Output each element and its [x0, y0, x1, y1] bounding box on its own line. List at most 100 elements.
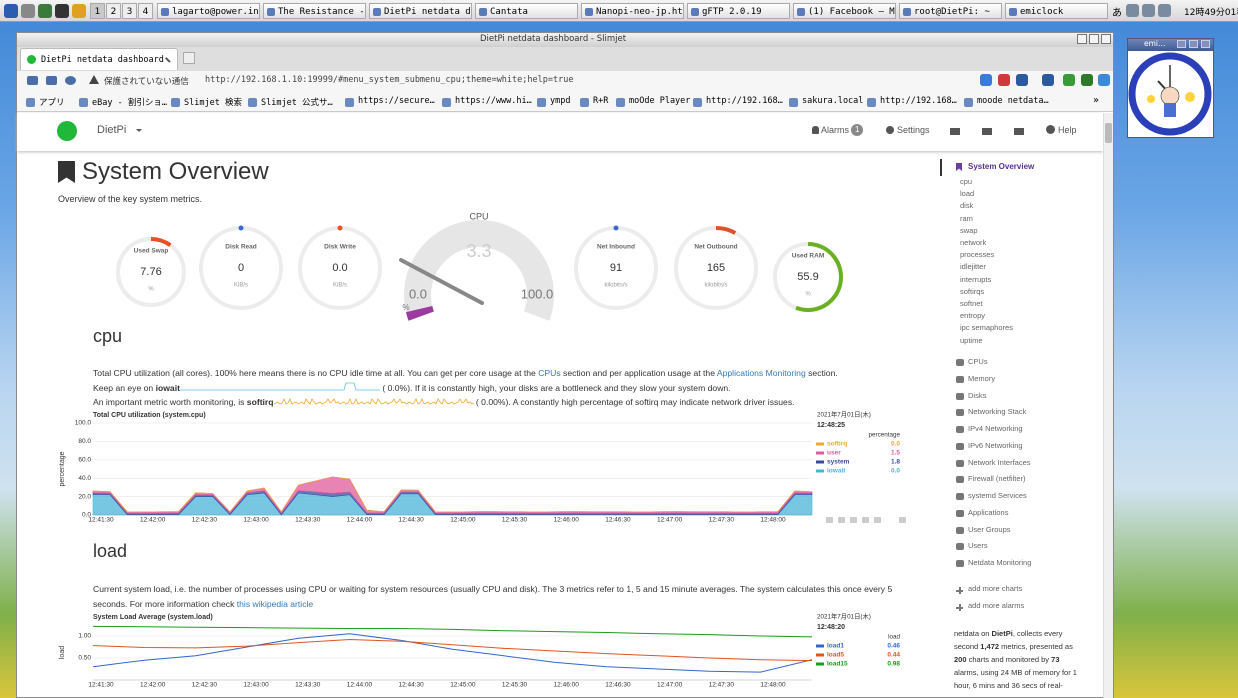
workspace-button[interactable]: 4: [138, 3, 153, 19]
extension-icon[interactable]: [998, 74, 1010, 86]
netdata-logo[interactable]: [57, 121, 77, 141]
task-button[interactable]: root@DietPi: ~: [899, 3, 1002, 19]
bookmark[interactable]: アプリ: [26, 96, 65, 108]
extension-icon[interactable]: [1063, 74, 1075, 86]
sidebar-section[interactable]: Network Interfaces: [968, 457, 1031, 467]
sidebar-section[interactable]: Disks: [968, 390, 987, 400]
window-button[interactable]: [1089, 34, 1099, 44]
extension-icon[interactable]: [1081, 74, 1093, 86]
link[interactable]: Applications Monitoring: [716, 368, 806, 378]
sidebar-section[interactable]: Netdata Monitoring: [968, 558, 1032, 567]
sidebar-item[interactable]: network: [960, 238, 987, 247]
launcher-icon[interactable]: [21, 4, 35, 18]
sidebar-section[interactable]: CPUs: [968, 357, 988, 366]
scrollbar[interactable]: [1103, 113, 1113, 698]
bookmark[interactable]: Slimjet 公式サ…: [248, 96, 333, 108]
chart-control[interactable]: [850, 517, 857, 523]
bookmark[interactable]: sakura.local: [789, 96, 863, 107]
extension-icon[interactable]: [1098, 74, 1110, 86]
sidebar-item[interactable]: entropy: [960, 311, 986, 321]
bookmark[interactable]: https://secure…: [345, 96, 435, 107]
ime-indicator[interactable]: あ: [1112, 8, 1122, 19]
task-button[interactable]: emiclock: [1005, 3, 1108, 19]
bookmark[interactable]: eBay - 割引ショ…: [79, 96, 167, 108]
bookmark[interactable]: ympd: [537, 96, 570, 107]
bookmark[interactable]: http://192.168…: [867, 96, 957, 107]
window-button[interactable]: [1101, 34, 1111, 44]
bookmark[interactable]: http://192.168…: [693, 96, 783, 107]
launcher-icon[interactable]: [55, 4, 69, 18]
help-link[interactable]: Help: [1058, 125, 1077, 135]
chart-control[interactable]: [862, 517, 869, 523]
sidebar-item[interactable]: softirqs: [960, 286, 985, 296]
workspace-button[interactable]: 1: [90, 3, 105, 19]
task-button[interactable]: lagarto@power.int…: [157, 3, 260, 19]
sidebar-section[interactable]: Firewall (netfilter): [968, 474, 1026, 484]
task-button[interactable]: The Resistance -…: [263, 3, 366, 19]
sidebar-section[interactable]: Memory: [968, 373, 996, 383]
sidebar-item[interactable]: ram: [960, 213, 973, 223]
sidebar-section[interactable]: Applications: [968, 507, 1009, 517]
widget-button[interactable]: [1177, 40, 1186, 48]
sidebar-item[interactable]: load: [960, 189, 975, 199]
toolbar-icon[interactable]: [950, 125, 960, 135]
chart-control[interactable]: [899, 517, 906, 523]
sidebar-item[interactable]: idlejitter: [960, 262, 986, 272]
sidebar-section[interactable]: IPv6 Networking: [968, 440, 1023, 450]
workspace-button[interactable]: 3: [122, 3, 137, 19]
extension-icon[interactable]: [1042, 74, 1054, 86]
extension-icon[interactable]: [1016, 74, 1028, 86]
url[interactable]: http://192.168.1.10:19999/#menu_system_s…: [205, 75, 574, 85]
tab[interactable]: DietPi netdata dashboard: [20, 48, 178, 70]
sidebar-action[interactable]: add more charts: [968, 584, 1023, 593]
sidebar-action[interactable]: add more alarms: [968, 601, 1025, 610]
bookmark[interactable]: Slimjet 検索: [171, 96, 242, 108]
toolbar-icon[interactable]: [1014, 125, 1024, 135]
sidebar-section[interactable]: Users: [968, 541, 988, 551]
task-button[interactable]: DietPi netdata da…: [369, 3, 472, 19]
sidebar-item[interactable]: uptime: [960, 335, 983, 345]
bookmark[interactable]: moode netdata…: [964, 96, 1049, 107]
nav-button[interactable]: [27, 76, 38, 85]
alarm-badge[interactable]: 1: [851, 124, 864, 136]
task-button[interactable]: Nanopi-neo-jp.htm…: [581, 3, 684, 19]
widget-button[interactable]: [1201, 40, 1210, 48]
security-label[interactable]: 保護されていない通信: [104, 77, 189, 87]
settings-link[interactable]: Settings: [897, 125, 930, 135]
window-button[interactable]: [1077, 34, 1087, 44]
chart-control[interactable]: [838, 517, 845, 523]
link[interactable]: this wikipedia article: [236, 598, 314, 609]
nav-button[interactable]: [65, 76, 76, 85]
workspace-button[interactable]: 2: [106, 3, 121, 19]
bookmark[interactable]: moOde Player: [616, 96, 690, 107]
brand[interactable]: DietPi: [97, 124, 127, 136]
task-button[interactable]: Cantata: [475, 3, 578, 19]
chart-control[interactable]: [874, 517, 881, 523]
launcher-icon[interactable]: [72, 4, 86, 18]
bookmark[interactable]: R+R: [580, 96, 608, 107]
sidebar-item[interactable]: processes: [960, 250, 995, 260]
sidebar-active[interactable]: System Overview: [968, 162, 1035, 171]
bookmark[interactable]: https://www.hi…: [442, 96, 532, 107]
sidebar-section[interactable]: User Groups: [968, 524, 1011, 534]
chart-control[interactable]: [826, 517, 833, 523]
launcher-icon[interactable]: [38, 4, 52, 18]
launcher-icon[interactable]: [4, 4, 18, 18]
sidebar-section[interactable]: systemd Services: [968, 491, 1027, 500]
sidebar-item[interactable]: cpu: [960, 177, 973, 186]
scroll-thumb[interactable]: [1105, 123, 1112, 143]
link[interactable]: CPUs: [538, 368, 561, 378]
sidebar-item[interactable]: softnet: [960, 299, 983, 308]
sidebar-item[interactable]: interrupts: [960, 274, 992, 284]
nav-button[interactable]: [46, 76, 57, 85]
new-tab-button[interactable]: [183, 52, 195, 64]
toolbar-icon[interactable]: [982, 125, 992, 135]
task-button[interactable]: gFTP 2.0.19: [687, 3, 790, 19]
sidebar-item[interactable]: swap: [960, 225, 978, 235]
sidebar-item[interactable]: ipc semaphores: [960, 323, 1013, 333]
bookmarks-overflow[interactable]: »: [1093, 95, 1100, 106]
alarms-link[interactable]: Alarms: [821, 125, 850, 135]
extension-icon[interactable]: [980, 74, 992, 86]
sidebar-section[interactable]: Networking Stack: [968, 407, 1027, 417]
sidebar-item[interactable]: disk: [960, 201, 974, 211]
